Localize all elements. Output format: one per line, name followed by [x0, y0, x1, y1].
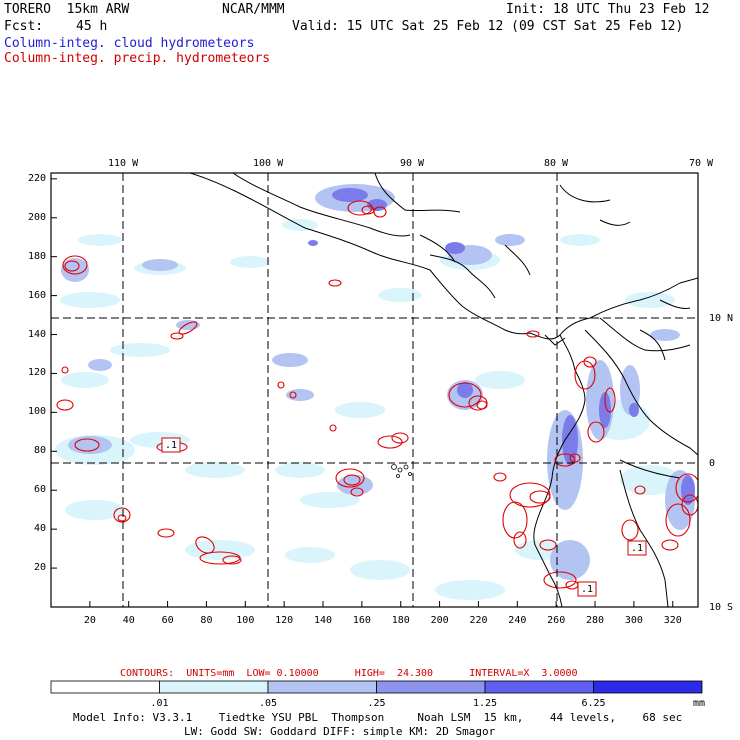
x-tick-label: 80 [200, 615, 213, 626]
forecast-hour: 45 h [76, 19, 108, 34]
y-tick-label: 220 [28, 172, 47, 184]
graticule [51, 173, 698, 607]
colorbar-swatch [159, 680, 269, 694]
contour-label: .1 [631, 543, 644, 554]
y-tick-label: 100 [28, 406, 47, 418]
x-tick-label: 280 [586, 615, 605, 626]
precip-contours [56, 200, 698, 590]
colorbar-label: .01 [150, 698, 169, 709]
colorbar-label: .05 [259, 698, 278, 709]
contour-info: CONTOURS: UNITS=mm LOW= 0.10000 HIGH= 24… [120, 668, 578, 679]
map-field [51, 173, 698, 607]
colorbar-label: 1.25 [473, 698, 498, 709]
valid-time: Valid: 15 UTC Sat 25 Feb 12 (09 CST Sat … [292, 19, 684, 34]
legend-cloud: Column-integ. cloud hydrometeors [4, 36, 255, 51]
y-tick-label: 180 [28, 250, 47, 262]
x-tick-label: 300 [624, 615, 643, 626]
x-axis-ticks [89, 601, 674, 607]
y-tick-label: 80 [34, 445, 47, 457]
y-tick-label: 60 [34, 484, 47, 496]
center-label: NCAR/MMM [222, 2, 285, 17]
colorbar-swatch [376, 680, 486, 694]
colorbar-swatch [593, 680, 703, 694]
init-time: Init: 18 UTC Thu 23 Feb 12 [506, 2, 710, 17]
model-title: TORERO 15km ARW [4, 2, 130, 17]
lat-label-10s: 10 S [709, 602, 734, 613]
contour-label: .1 [165, 440, 178, 451]
x-tick-label: 160 [352, 615, 371, 626]
x-tick-label: 320 [663, 615, 682, 626]
coastlines [189, 173, 698, 607]
colorbar-units: mm [693, 698, 706, 709]
y-tick-label: 40 [34, 523, 47, 535]
y-tick-label: 120 [28, 367, 47, 379]
x-tick-label: 140 [314, 615, 333, 626]
y-tick-label: 160 [28, 289, 47, 301]
lon-label-80w: 80 W [544, 158, 569, 169]
colorbar-swatch [484, 680, 594, 694]
lon-label-110w: 110 W [108, 158, 139, 169]
x-tick-label: 220 [469, 615, 488, 626]
colorbar-swatch [50, 680, 160, 694]
colorbar-label: .25 [367, 698, 386, 709]
x-tick-label: 100 [236, 615, 255, 626]
x-tick-label: 200 [430, 615, 449, 626]
contour-label-boxes [161, 437, 647, 597]
forecast-label: Fcst: [4, 19, 44, 34]
y-tick-label: 20 [34, 562, 47, 574]
lon-label-100w: 100 W [253, 158, 284, 169]
model-info-line1: Model Info: V3.3.1 Tiedtke YSU PBL Thomp… [73, 711, 683, 724]
legend-precip: Column-integ. precip. hydrometeors [4, 51, 271, 66]
lat-label-0: 0 [709, 458, 716, 469]
lon-label-90w: 90 W [400, 158, 425, 169]
x-tick-label: 60 [161, 615, 174, 626]
y-axis-ticks [51, 178, 57, 569]
colorbar [50, 680, 703, 694]
lon-label-70w: 70 W [689, 158, 714, 169]
map-frame [50, 172, 699, 608]
x-tick-label: 120 [275, 615, 294, 626]
cloud-shading [55, 184, 695, 600]
x-tick-label: 180 [391, 615, 410, 626]
y-tick-label: 140 [28, 328, 47, 340]
x-tick-label: 240 [508, 615, 527, 626]
lat-label-10n: 10 N [709, 313, 734, 324]
x-tick-label: 40 [122, 615, 135, 626]
model-info-line2: LW: Godd SW: Goddard DIFF: simple KM: 2D… [184, 725, 496, 738]
y-tick-label: 200 [28, 211, 47, 223]
colorbar-swatch [267, 680, 377, 694]
colorbar-label: 6.25 [581, 698, 606, 709]
contour-label: .1 [581, 584, 594, 595]
x-tick-label: 260 [547, 615, 566, 626]
galapagos-islands [391, 464, 412, 478]
x-tick-label: 20 [83, 615, 96, 626]
